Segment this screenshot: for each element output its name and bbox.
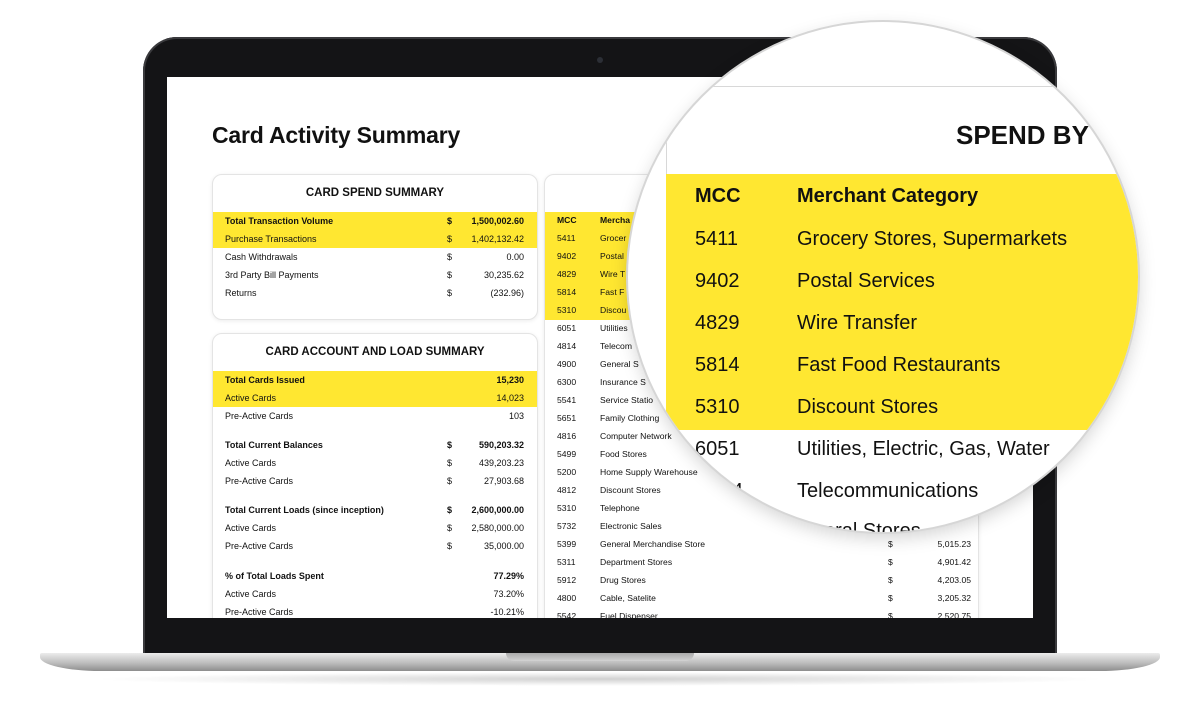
laptop-screen: Card Activity Summary CARD SPEND SUMMARY… — [167, 77, 1033, 618]
table-row: 4816 Computer Network — [557, 431, 672, 441]
table-row: Total Transaction Volume $ 1,500,002.60 — [213, 212, 537, 230]
table-row: Active Cards $ 2,580,000.00 — [225, 523, 524, 533]
laptop-shadow — [90, 672, 1110, 686]
table-row: 4800 Cable, Satelite $ 3,205.32 — [557, 593, 971, 603]
table-row: Cash Withdrawals $ 0.00 — [225, 252, 524, 262]
table-row: Returns $ (232.96) — [225, 288, 524, 298]
table-row: 3rd Party Bill Payments $ 30,235.62 — [225, 270, 524, 280]
table-row: 5542 Fuel Dispenser $ 2,520.75 — [557, 611, 971, 618]
table-row: 5541 Service Statio — [557, 395, 654, 405]
table-row: Purchase Transactions $ 1,402,132.42 — [213, 230, 537, 248]
table-row: 4900 General S — [557, 359, 639, 369]
highlight-band — [666, 174, 1138, 430]
card-spend-summary: CARD SPEND SUMMARY Total Transaction Vol… — [212, 174, 538, 320]
table-row: Active Cards 73.20% — [225, 589, 524, 599]
table-row: 5651 Family Clothing — [557, 413, 660, 423]
table-row: Pre-Active Cards $ 35,000.00 — [225, 541, 524, 551]
table-row: 5200 Home Supply Warehouse — [557, 467, 698, 477]
table-row: Pre-Active Cards $ 27,903.68 — [225, 476, 524, 486]
table-row: 6300 Insurance S — [557, 377, 646, 387]
table-row: 5732 Electronic Sales — [557, 521, 662, 531]
table-row: Active Cards 14,023 — [213, 389, 537, 407]
table-row: 4814 Telecom — [557, 341, 632, 351]
table-row: 5912 Drug Stores $ 4,203.05 — [557, 575, 971, 585]
page-title: Card Activity Summary — [212, 122, 461, 148]
table-row: 5399 General Merchandise Store $ 5,015.2… — [557, 539, 971, 549]
camera-dot — [597, 57, 603, 63]
table-row: % of Total Loads Spent 77.29% — [225, 571, 524, 581]
card-title: CARD ACCOUNT AND LOAD SUMMARY — [265, 346, 485, 358]
table-row: Active Cards $ 439,203.23 — [225, 458, 524, 468]
table-row: Pre-Active Cards 103 — [225, 411, 524, 421]
laptop-notch — [506, 653, 694, 661]
card-title: CARD SPEND SUMMARY — [305, 187, 445, 199]
table-row: 5499 Food Stores — [557, 449, 647, 459]
table-row: Pre-Active Cards -10.21% — [225, 607, 524, 617]
table-row: 5310 Telephone — [557, 503, 640, 513]
table-row: Total Current Balances $ 590,203.32 — [225, 440, 524, 450]
table-row: Total Current Loads (since inception) $ … — [225, 505, 524, 515]
table-row: 6051 Utilities — [557, 323, 628, 333]
magnifier-lens: SPEND BY MCC Merchant Category 5411 Groc… — [628, 22, 1138, 532]
magnified-title: SPEND BY — [956, 120, 1089, 150]
table-row: Total Cards Issued 15,230 — [213, 371, 537, 389]
laptop-base — [40, 653, 1160, 671]
table-row: 5311 Department Stores $ 4,901.42 — [557, 557, 971, 567]
card-account-load-summary: CARD ACCOUNT AND LOAD SUMMARY Total Card… — [212, 333, 538, 618]
table-row: 4812 Discount Stores — [557, 485, 661, 495]
